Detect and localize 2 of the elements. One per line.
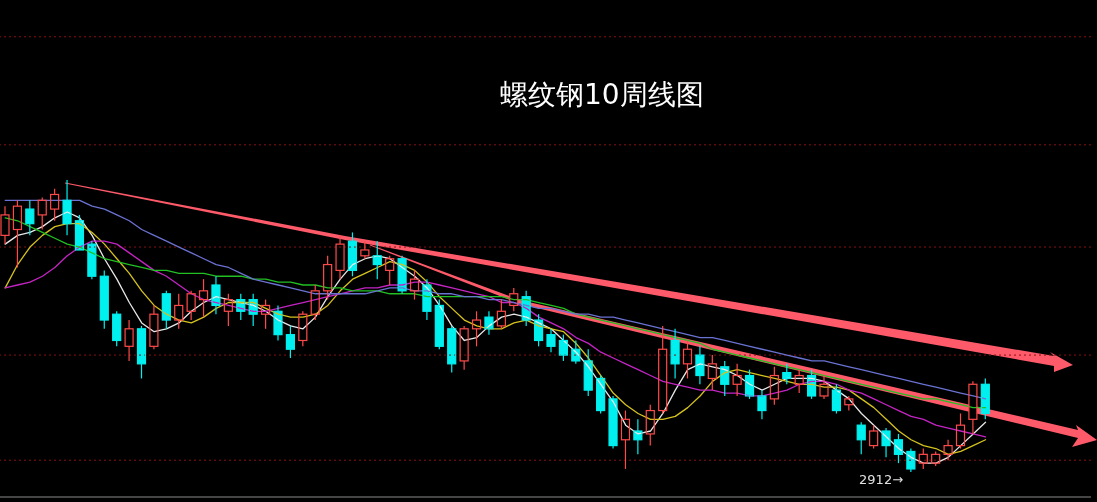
annotation: 2912→: [859, 471, 904, 487]
chart-title: 螺纹钢10周线图: [500, 77, 704, 113]
